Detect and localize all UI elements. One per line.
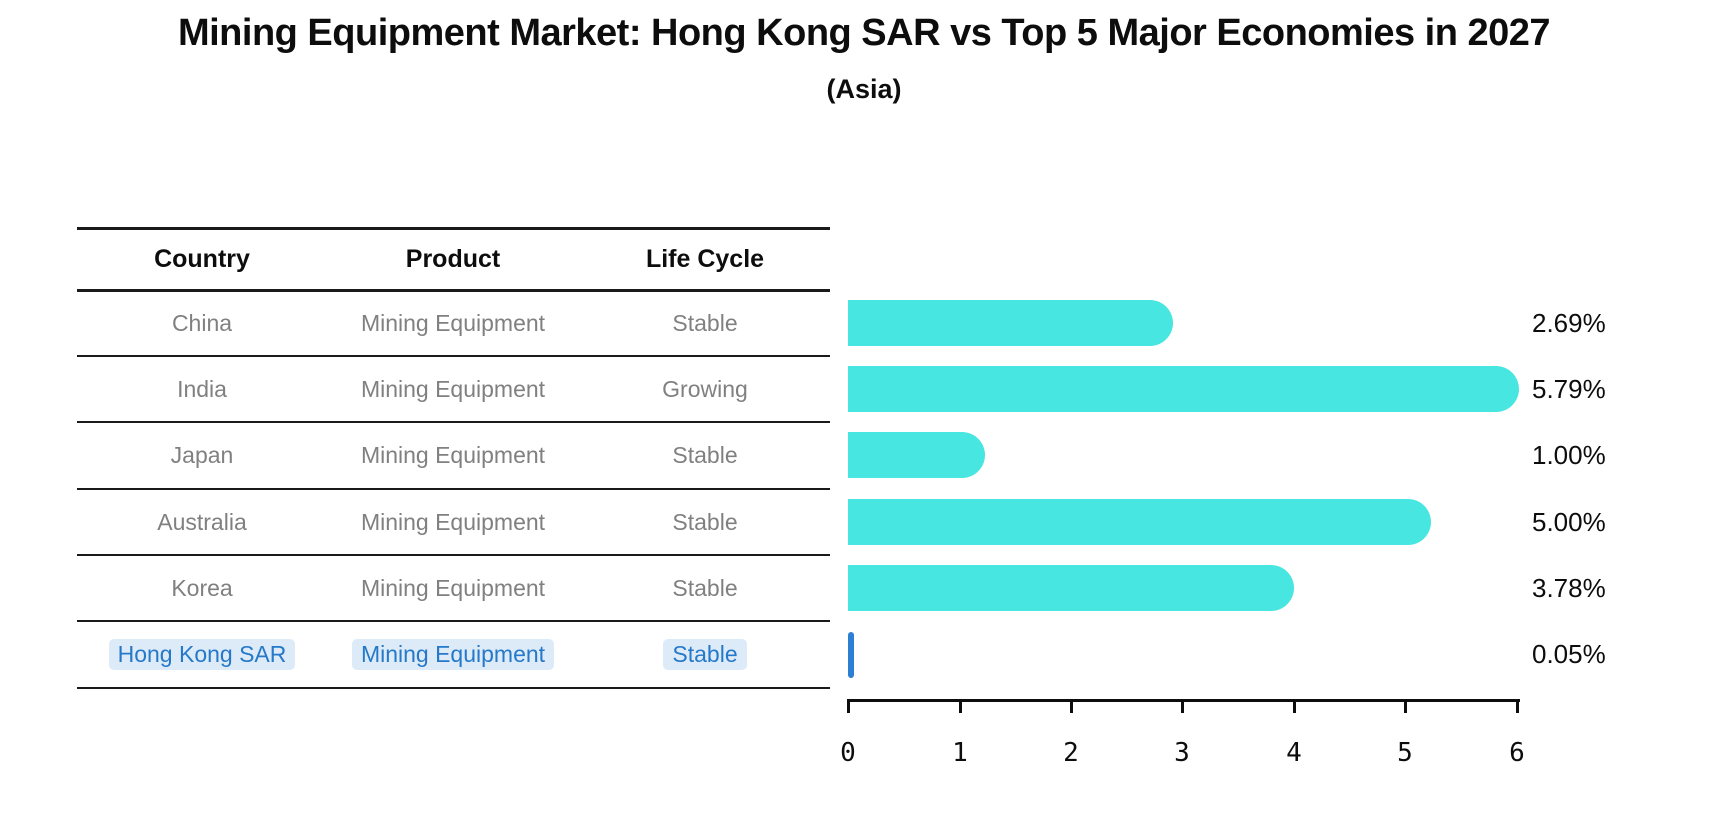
x-axis-tick [847,702,850,713]
life-cycle-cell: Stable [672,309,738,336]
bar-korea [848,565,1295,611]
product-cell: Mining Equipment [360,441,546,468]
life-cycle-cell: Stable [663,638,747,670]
x-axis-tick-label: 3 [1174,738,1190,768]
life-cycle-cell: Stable [672,441,738,468]
x-axis-tick-label: 6 [1509,738,1525,768]
table-header-row: Country Product Life Cycle [0,241,860,277]
product-cell: Mining Equipment [360,574,546,601]
country-cell: Hong Kong SAR [108,638,296,670]
table-row: Korea Mining Equipment Stable [0,570,860,606]
x-axis-tick-label: 5 [1397,738,1413,768]
x-axis-tick [1181,702,1184,713]
country-cell: India [177,375,227,402]
table-row: China Mining Equipment Stable [0,305,860,341]
value-label: 1.00% [1532,439,1606,470]
x-axis-tick-label: 0 [840,738,856,768]
life-cycle-cell: Stable [672,574,738,601]
table-row: India Mining Equipment Growing [0,371,860,407]
x-axis-tick-label: 1 [952,738,968,768]
bar-india [848,366,1519,412]
table-row-rule [77,620,830,622]
value-label: 5.79% [1532,373,1606,404]
bar-australia [848,499,1431,545]
country-cell: Australia [157,508,247,535]
table-row: Australia Mining Equipment Stable [0,504,860,540]
x-axis-tick [1293,702,1296,713]
value-label: 2.69% [1532,307,1606,338]
x-axis-tick-label: 4 [1286,738,1302,768]
table-row-rule [77,488,830,490]
x-axis-tick [1516,702,1519,713]
x-axis-tick [1070,702,1073,713]
table-row-rule [77,355,830,357]
life-cycle-cell: Stable [672,508,738,535]
bar-hong-kong-sar [848,632,854,678]
chart-title: Mining Equipment Market: Hong Kong SAR v… [177,12,1551,54]
x-axis-tick [959,702,962,713]
table-bottom-rule [77,687,830,689]
value-label: 3.78% [1532,572,1606,603]
bar-china [848,300,1173,346]
value-label: 0.05% [1532,638,1606,669]
table-row-highlighted: Hong Kong SAR Mining Equipment Stable [0,636,860,672]
chart-subtitle: (Asia) [826,74,902,104]
table-row: Japan Mining Equipment Stable [0,437,860,473]
bar-japan [848,432,985,478]
product-cell: Mining Equipment [360,375,546,402]
table-row-rule [77,554,830,556]
x-axis-line [847,699,1520,702]
column-header-country: Country [154,244,250,273]
value-label: 5.00% [1532,506,1606,537]
table-header-rule [77,289,830,292]
table-top-rule [77,227,830,230]
life-cycle-cell: Growing [662,375,748,402]
product-cell: Mining Equipment [351,638,555,670]
country-cell: Korea [171,574,233,601]
x-axis-tick [1404,702,1407,713]
country-cell: China [171,309,233,336]
column-header-life-cycle: Life Cycle [645,244,765,273]
product-cell: Mining Equipment [360,508,546,535]
country-cell: Japan [170,441,234,468]
column-header-product: Product [405,244,501,273]
table-row-rule [77,421,830,423]
x-axis-tick-label: 2 [1063,738,1079,768]
product-cell: Mining Equipment [360,309,546,336]
